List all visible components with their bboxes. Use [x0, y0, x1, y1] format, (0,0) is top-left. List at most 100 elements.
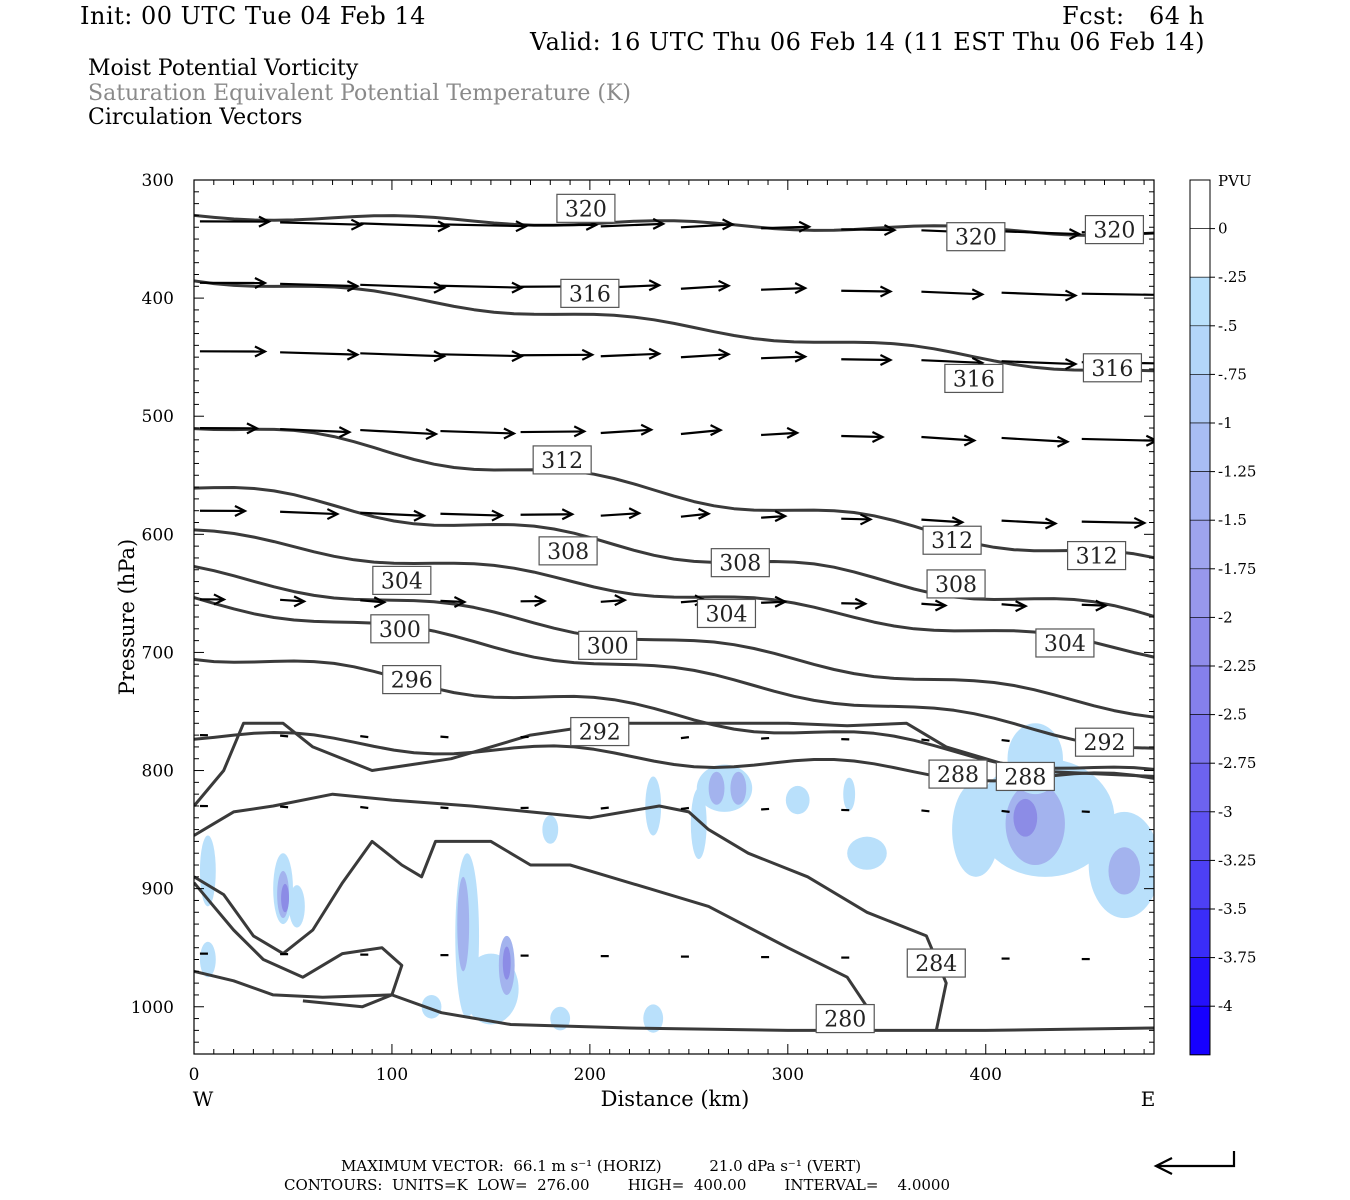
mpv-shade	[199, 835, 216, 907]
legend-level-label: -1.75	[1218, 560, 1256, 578]
vector-arrow	[440, 806, 449, 810]
contour-line	[194, 969, 1154, 1032]
y-tick-label: 800	[142, 762, 174, 782]
contour-label: 292	[579, 721, 621, 746]
contour-label-box	[1066, 540, 1127, 571]
vector-arrow	[360, 352, 445, 358]
legend-swatch	[1189, 228, 1211, 278]
legend-level-label: -.25	[1218, 268, 1247, 286]
contour-line	[194, 839, 869, 1031]
mpv-shade	[1108, 847, 1141, 895]
vector-arrowhead	[1056, 435, 1070, 448]
init-time: Init: 00 UTC Tue 04 Feb 14	[80, 2, 426, 30]
y-axis-label: Pressure (hPa)	[115, 539, 139, 695]
legend-swatch	[1189, 179, 1211, 229]
vector-arrow	[680, 223, 733, 229]
vector-arrow	[761, 431, 798, 437]
plot-frame	[193, 179, 1155, 1055]
vector-arrow	[360, 222, 449, 228]
contour-label-box	[946, 222, 1006, 252]
vector-arrowhead	[934, 599, 948, 612]
vector-arrow	[1001, 360, 1076, 366]
vector-arrowhead	[258, 215, 272, 228]
legend-swatch	[1189, 422, 1211, 472]
contour-label: 292	[1084, 731, 1126, 756]
legend-level-label: -1.5	[1218, 511, 1247, 529]
vector-arrow	[680, 806, 690, 811]
contour-label: 308	[935, 573, 977, 598]
vector-arrow	[440, 429, 514, 435]
legend-swatch	[1189, 811, 1211, 861]
vector-arrowhead	[433, 281, 447, 294]
vector-arrow	[680, 429, 721, 436]
legend-swatch	[1189, 325, 1211, 375]
vector-arrowhead	[561, 508, 575, 521]
vector-arrow	[520, 430, 585, 434]
legend-swatch	[1189, 374, 1211, 424]
legend-swatch	[1189, 276, 1211, 327]
vector-arrowhead	[338, 426, 352, 439]
vector-arrowhead	[951, 516, 965, 529]
contour-label-box	[710, 548, 770, 578]
vector-arrowhead	[718, 348, 732, 361]
vector-arrow	[1081, 603, 1106, 607]
contour-label: 308	[719, 552, 761, 577]
legend-swatch	[1189, 617, 1211, 667]
vector-arrow	[600, 222, 664, 228]
vector-arrowhead	[293, 595, 307, 608]
vector-arrow	[280, 221, 362, 226]
contour-line	[194, 279, 1154, 373]
vector-arrowhead	[346, 280, 360, 293]
mpv-shade	[542, 815, 559, 844]
forecast-hour: Fcst: 64 h	[1062, 2, 1205, 30]
vector-arrow	[761, 515, 786, 519]
legend-level-label: -3.75	[1218, 949, 1256, 967]
contour-label-box	[1084, 215, 1145, 245]
vector-arrow	[440, 512, 502, 517]
contour-label-box	[538, 536, 598, 566]
vector-arrowhead	[254, 345, 268, 358]
vector-arrow	[600, 512, 640, 517]
legend-level-label: -2.25	[1218, 657, 1256, 675]
contour-label-box	[372, 565, 432, 595]
legend-swatch	[1189, 860, 1211, 910]
vector-arrowhead	[1064, 358, 1078, 371]
legend-level-label: -1.25	[1218, 463, 1256, 481]
y-tick-label: 500	[142, 407, 174, 427]
contour-label-box	[556, 193, 616, 223]
contour-labels: 320 320 320 316 316 316 312 312 312 308 308 308 304 3…	[370, 193, 1145, 1034]
contour-label: 316	[953, 367, 995, 392]
vector-arrow	[1001, 809, 1010, 813]
vector-arrow	[921, 602, 946, 607]
contour-label: 296	[391, 669, 433, 694]
y-tick-label: 900	[142, 880, 174, 900]
vector-arrow	[280, 510, 338, 516]
legend-level-label: -3.25	[1218, 851, 1256, 869]
contour-label: 316	[1091, 357, 1133, 382]
vector-arrowhead	[640, 423, 654, 436]
vector-arrow	[440, 735, 449, 739]
mpv-shade	[502, 946, 511, 980]
vector-arrow	[360, 735, 369, 739]
vector-arrowhead	[350, 218, 364, 231]
vector-arrow	[600, 806, 609, 810]
vector-arrowhead	[883, 224, 897, 237]
vector-arrowhead	[437, 220, 451, 233]
vector-arrowhead	[879, 353, 893, 366]
y-axis: 300 400 500 600 700 800 900 1000	[131, 171, 1154, 1055]
vector-arrow	[761, 736, 770, 740]
vector-arrowhead	[774, 595, 788, 608]
vector-arrowhead	[1153, 290, 1154, 300]
vector-arrowhead	[581, 348, 595, 361]
vector-arrowhead	[425, 428, 439, 441]
mpv-shade	[690, 788, 707, 860]
x-axis-label: Distance (km)	[601, 1087, 750, 1111]
legend-swatch	[1189, 908, 1211, 958]
x-tick-label: 400	[970, 1065, 1002, 1085]
vector-arrow	[600, 428, 652, 435]
x-tick-label: 100	[376, 1065, 408, 1085]
vector-arrow	[440, 353, 522, 358]
vector-arrowhead	[648, 279, 662, 292]
vector-arrow	[680, 512, 709, 518]
vector-arrow	[280, 351, 358, 356]
